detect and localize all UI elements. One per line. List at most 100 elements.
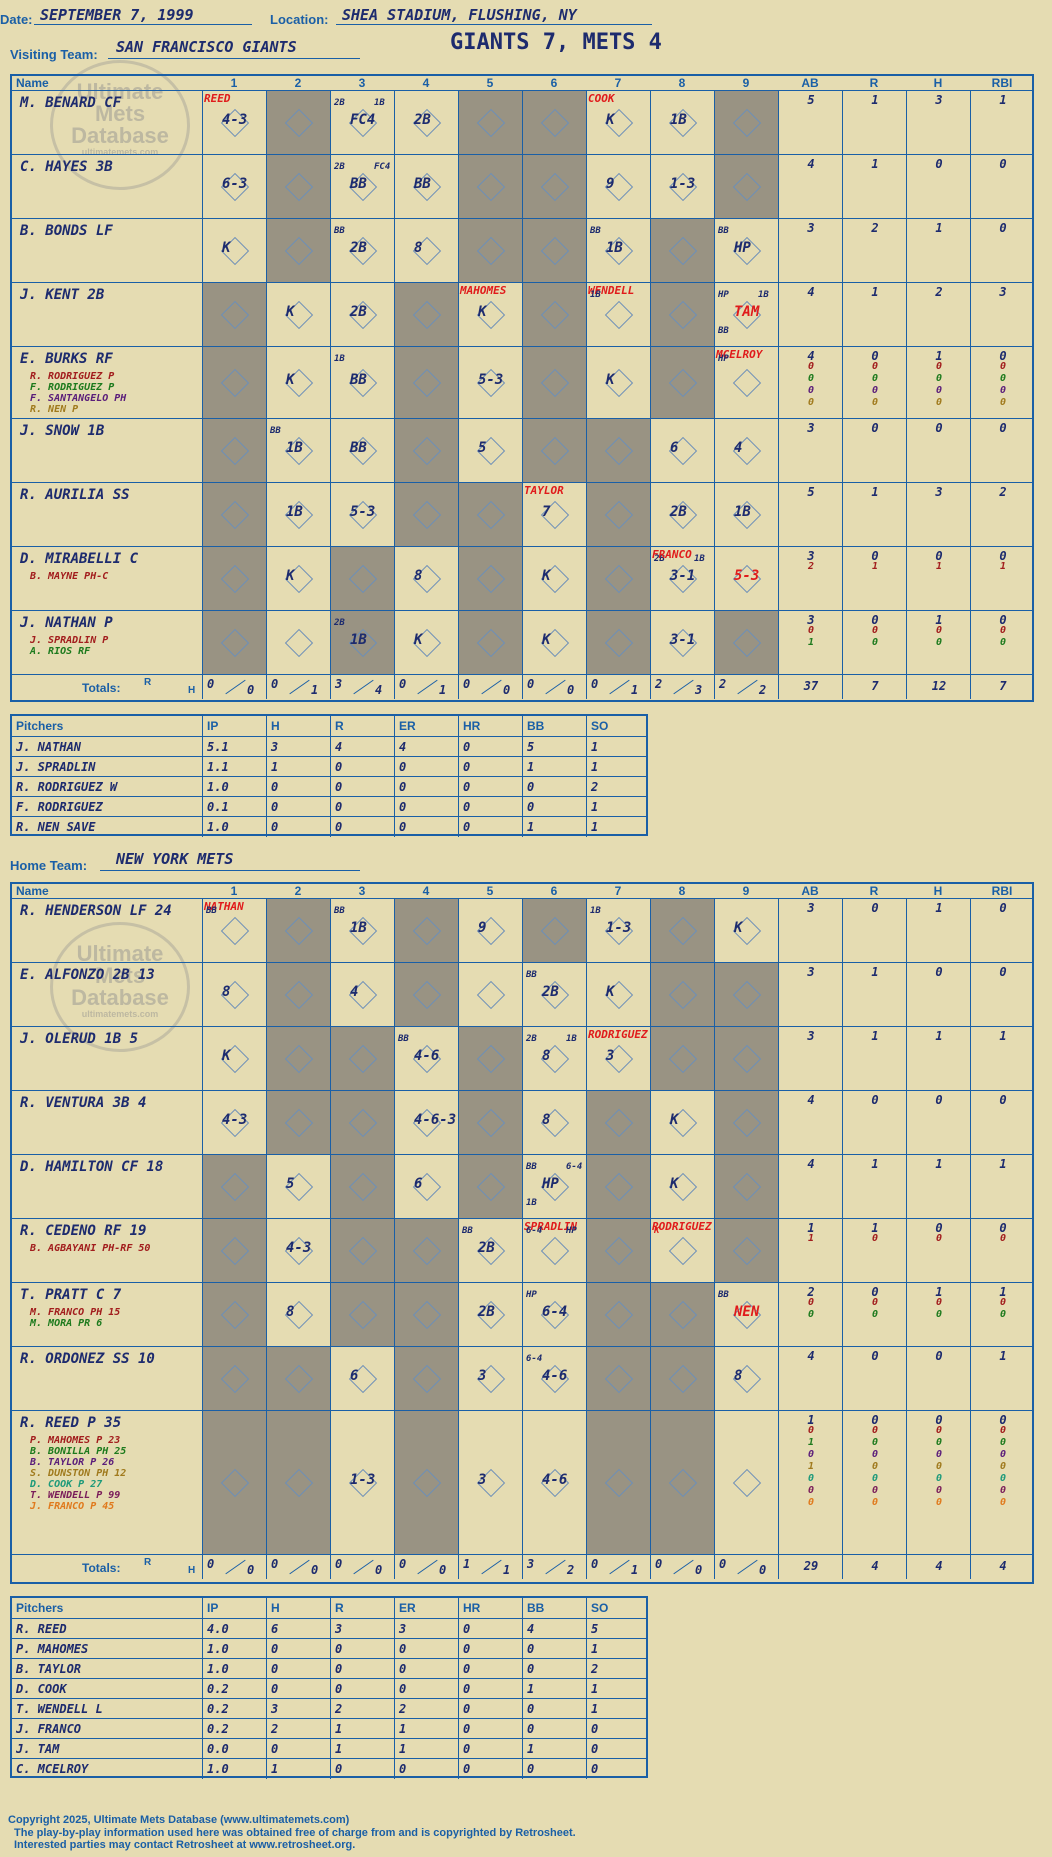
- inning-cell[interactable]: [522, 1091, 586, 1155]
- inning-cell[interactable]: [394, 1283, 458, 1347]
- inning-cell[interactable]: [458, 1411, 522, 1555]
- inning-cell[interactable]: [650, 483, 714, 547]
- inning-cell[interactable]: [330, 483, 394, 547]
- inning-cell[interactable]: [650, 1411, 714, 1555]
- inning-cell[interactable]: [266, 611, 330, 675]
- inning-cell[interactable]: [650, 963, 714, 1027]
- inning-cell[interactable]: [458, 283, 522, 347]
- inning-cell[interactable]: [458, 611, 522, 675]
- inning-cell[interactable]: [458, 91, 522, 155]
- inning-cell[interactable]: [394, 1411, 458, 1555]
- inning-cell[interactable]: [394, 483, 458, 547]
- inning-cell[interactable]: [586, 1283, 650, 1347]
- inning-cell[interactable]: [266, 347, 330, 419]
- inning-cell[interactable]: [266, 219, 330, 283]
- inning-cell[interactable]: [522, 1347, 586, 1411]
- inning-cell[interactable]: [586, 155, 650, 219]
- inning-cell[interactable]: [522, 1219, 586, 1283]
- inning-cell[interactable]: [330, 1283, 394, 1347]
- inning-cell[interactable]: [586, 1347, 650, 1411]
- inning-cell[interactable]: [650, 419, 714, 483]
- inning-cell[interactable]: [522, 1155, 586, 1219]
- inning-cell[interactable]: [330, 419, 394, 483]
- inning-cell[interactable]: [394, 1027, 458, 1091]
- inning-cell[interactable]: [394, 1091, 458, 1155]
- inning-cell[interactable]: [266, 1091, 330, 1155]
- inning-cell[interactable]: [330, 1155, 394, 1219]
- inning-cell[interactable]: [202, 1347, 266, 1411]
- inning-cell[interactable]: [394, 547, 458, 611]
- inning-cell[interactable]: [202, 419, 266, 483]
- inning-cell[interactable]: [266, 483, 330, 547]
- inning-cell[interactable]: [330, 963, 394, 1027]
- inning-cell[interactable]: [330, 899, 394, 963]
- inning-cell[interactable]: [266, 1411, 330, 1555]
- inning-cell[interactable]: [266, 899, 330, 963]
- inning-cell[interactable]: [458, 899, 522, 963]
- inning-cell[interactable]: [458, 1219, 522, 1283]
- inning-cell[interactable]: [714, 1219, 778, 1283]
- inning-cell[interactable]: [714, 91, 778, 155]
- inning-cell[interactable]: [394, 899, 458, 963]
- inning-cell[interactable]: [714, 1091, 778, 1155]
- inning-cell[interactable]: [586, 899, 650, 963]
- inning-cell[interactable]: [458, 419, 522, 483]
- inning-cell[interactable]: [714, 1411, 778, 1555]
- inning-cell[interactable]: [522, 899, 586, 963]
- inning-cell[interactable]: [394, 91, 458, 155]
- inning-cell[interactable]: [330, 1091, 394, 1155]
- inning-cell[interactable]: [330, 611, 394, 675]
- inning-cell[interactable]: [522, 219, 586, 283]
- inning-cell[interactable]: [458, 347, 522, 419]
- inning-cell[interactable]: [394, 419, 458, 483]
- inning-cell[interactable]: [522, 283, 586, 347]
- inning-cell[interactable]: [714, 1027, 778, 1091]
- inning-cell[interactable]: [330, 347, 394, 419]
- inning-cell[interactable]: [650, 91, 714, 155]
- inning-cell[interactable]: [714, 1347, 778, 1411]
- inning-cell[interactable]: [650, 219, 714, 283]
- inning-cell[interactable]: [458, 1347, 522, 1411]
- inning-cell[interactable]: [202, 1219, 266, 1283]
- inning-cell[interactable]: [202, 1283, 266, 1347]
- inning-cell[interactable]: [458, 483, 522, 547]
- inning-cell[interactable]: [714, 1283, 778, 1347]
- inning-cell[interactable]: [650, 1283, 714, 1347]
- inning-cell[interactable]: [650, 1155, 714, 1219]
- inning-cell[interactable]: [202, 91, 266, 155]
- inning-cell[interactable]: [458, 219, 522, 283]
- inning-cell[interactable]: [266, 1283, 330, 1347]
- inning-cell[interactable]: [202, 283, 266, 347]
- inning-cell[interactable]: [330, 1347, 394, 1411]
- inning-cell[interactable]: [586, 347, 650, 419]
- inning-cell[interactable]: [714, 155, 778, 219]
- inning-cell[interactable]: [458, 1091, 522, 1155]
- inning-cell[interactable]: [202, 155, 266, 219]
- inning-cell[interactable]: [714, 547, 778, 611]
- inning-cell[interactable]: [266, 91, 330, 155]
- inning-cell[interactable]: [714, 899, 778, 963]
- inning-cell[interactable]: [650, 611, 714, 675]
- inning-cell[interactable]: [202, 963, 266, 1027]
- inning-cell[interactable]: [522, 963, 586, 1027]
- inning-cell[interactable]: [394, 347, 458, 419]
- inning-cell[interactable]: [522, 547, 586, 611]
- inning-cell[interactable]: [586, 963, 650, 1027]
- inning-cell[interactable]: [266, 547, 330, 611]
- inning-cell[interactable]: [458, 1155, 522, 1219]
- inning-cell[interactable]: [330, 219, 394, 283]
- inning-cell[interactable]: [202, 347, 266, 419]
- inning-cell[interactable]: [650, 547, 714, 611]
- inning-cell[interactable]: [522, 419, 586, 483]
- inning-cell[interactable]: [586, 1411, 650, 1555]
- inning-cell[interactable]: [266, 1155, 330, 1219]
- inning-cell[interactable]: [394, 283, 458, 347]
- inning-cell[interactable]: [650, 1091, 714, 1155]
- inning-cell[interactable]: [266, 963, 330, 1027]
- inning-cell[interactable]: [714, 419, 778, 483]
- inning-cell[interactable]: [714, 963, 778, 1027]
- inning-cell[interactable]: [202, 899, 266, 963]
- inning-cell[interactable]: [586, 283, 650, 347]
- inning-cell[interactable]: [650, 899, 714, 963]
- inning-cell[interactable]: [650, 155, 714, 219]
